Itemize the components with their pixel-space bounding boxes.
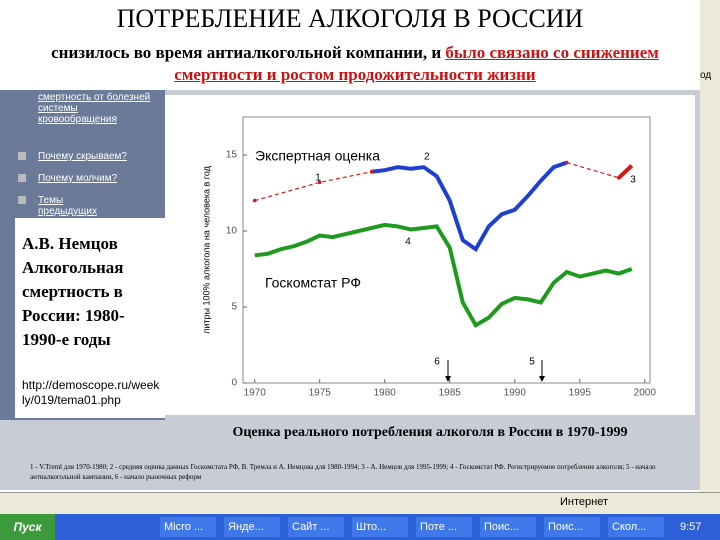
- task-item[interactable]: Янде...: [224, 517, 280, 537]
- slide-title: ПОТРЕБЛЕНИЕ АЛКОГОЛЯ В РОССИИ: [116, 4, 584, 33]
- task-item[interactable]: Сайт ...: [288, 517, 344, 537]
- x-tick-label: 1970: [244, 388, 267, 399]
- start-button[interactable]: Пуск: [0, 514, 55, 540]
- x-tick-label: 1980: [374, 388, 397, 399]
- y-tick-label: 5: [231, 302, 237, 313]
- y-axis-label: литры 100% алкогола на человека в год: [201, 165, 211, 334]
- chart: литры 100% алкогола на человека в год 0 5…: [201, 116, 657, 399]
- box-title: А.В. Немцов Алкогольная смертность в Рос…: [22, 234, 125, 349]
- x-tick-label: 1995: [569, 388, 592, 399]
- task-item[interactable]: Поте ...: [416, 517, 472, 537]
- subtitle-plain: снизилось во время антиалкогольной компа…: [51, 43, 446, 62]
- x-tick-label: 1990: [504, 388, 527, 399]
- annotation: 5: [529, 357, 535, 368]
- sidebar-link[interactable]: смертность от болезней системы кровообра…: [38, 92, 151, 125]
- annotation: Экспертная оценка: [255, 148, 380, 164]
- task-item[interactable]: Скол...: [608, 517, 664, 537]
- point: [564, 160, 569, 165]
- task-item[interactable]: Micro ...: [160, 517, 216, 537]
- box-url[interactable]: http://demoscope.ru/weekly/019/tema01.ph…: [22, 378, 160, 407]
- y-tick-label: 0: [231, 378, 237, 389]
- chart-area: [165, 95, 695, 415]
- chart-caption: Оценка реального потребления алкоголя в …: [232, 425, 628, 440]
- y-tick-label: 15: [226, 150, 238, 161]
- sidebar-link[interactable]: Почему молчим?: [38, 173, 118, 184]
- series-line: [371, 160, 568, 253]
- arrow-head: [445, 376, 451, 382]
- info-box: [15, 218, 165, 418]
- task-item[interactable]: Поис...: [544, 517, 600, 537]
- annotation: 6: [434, 357, 440, 368]
- subtitle-red: было связано со снижением смертности и р…: [174, 43, 659, 84]
- chart-footnote: 1 - V.Treml для 1970-1980; 2 - средняя о…: [30, 463, 656, 481]
- status-bar: [0, 492, 720, 515]
- series-line: [566, 162, 619, 179]
- status-zone: Интернет: [560, 496, 608, 508]
- annotation: 3: [630, 175, 636, 186]
- plot-frame: [242, 116, 651, 384]
- bullet: [18, 196, 26, 204]
- point: [369, 169, 374, 174]
- annotation: 1: [315, 173, 321, 184]
- x-tick-label: 1985: [439, 388, 462, 399]
- arrow-head: [539, 376, 545, 382]
- window-edge: [700, 0, 720, 492]
- annotation: Госкомстат РФ: [265, 275, 361, 291]
- sidebar-link[interactable]: Темы предыдущих номеров: [38, 195, 97, 217]
- point: [252, 198, 257, 203]
- annotation: 4: [405, 237, 411, 248]
- x-tick-label: 1975: [309, 388, 332, 399]
- annotation: 2: [424, 152, 430, 163]
- task-item[interactable]: Поис...: [480, 517, 536, 537]
- task-item[interactable]: Што...: [352, 517, 408, 537]
- bullet: [18, 174, 26, 182]
- series-line: [254, 171, 372, 202]
- point: [317, 180, 322, 185]
- sidebar-link[interactable]: Почему скрываем?: [38, 151, 127, 162]
- clock: 9:57: [680, 521, 702, 533]
- y-tick-label: 10: [226, 226, 238, 237]
- x-tick-label: 2000: [634, 388, 657, 399]
- series-line: [617, 164, 634, 180]
- bullet: [18, 152, 26, 160]
- series-line: [254, 222, 633, 328]
- edge-text: од: [700, 70, 712, 81]
- slide-subtitle: снизилось во время антиалкогольной компа…: [30, 42, 680, 86]
